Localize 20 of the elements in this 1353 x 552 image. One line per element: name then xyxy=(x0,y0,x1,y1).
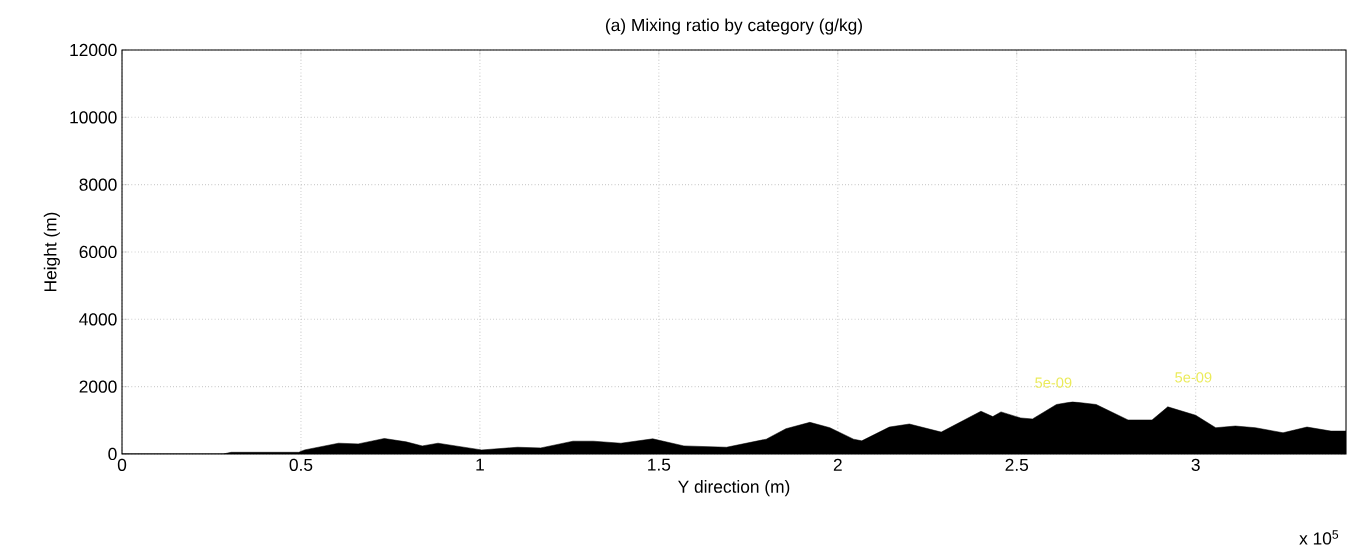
x-tick-label: 2.5 xyxy=(1005,458,1029,471)
chart-title: (a) Mixing ratio by category (g/kg) xyxy=(606,18,862,35)
x-tick-label: 0 xyxy=(117,458,127,471)
annotation: 5e-09 xyxy=(1035,377,1072,388)
y-tick-label: 0 xyxy=(108,447,117,461)
y-tick-label: 6000 xyxy=(79,245,117,259)
y-axis-title: Height (m) xyxy=(43,212,60,292)
y-tick-label: 12000 xyxy=(70,43,117,57)
y-tick-label: 10000 xyxy=(70,111,117,124)
x-tick-label: 2 xyxy=(833,458,842,471)
text: x 10$^{5}$ xyxy=(1299,530,1339,545)
y-tick-label: 4000 xyxy=(79,313,117,326)
x-tick-label: 0.5 xyxy=(289,458,313,471)
x-axis-title: Y direction (m) xyxy=(678,480,790,497)
annotation: 5e-09 xyxy=(1175,372,1212,383)
y-tick-label: 2000 xyxy=(79,380,117,393)
y-tick-label: 8000 xyxy=(79,178,117,191)
x-tick-label: 1.5 xyxy=(648,458,671,471)
x-tick-label: 1 xyxy=(476,458,484,471)
x-tick-label: 3 xyxy=(1191,458,1200,471)
